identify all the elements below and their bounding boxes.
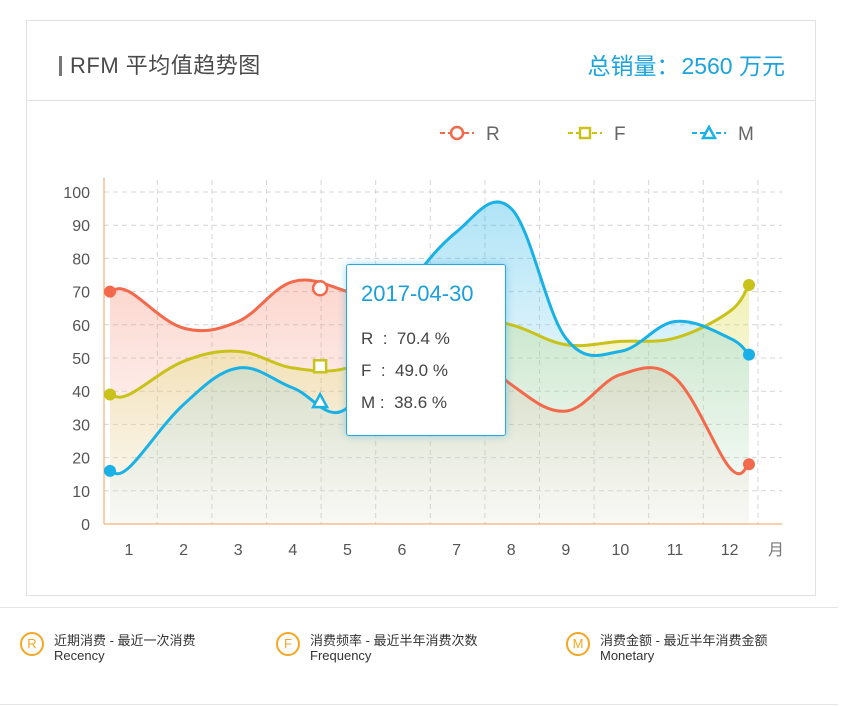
footer-divider-top: [0, 607, 838, 608]
y-tick-label-60: 60: [72, 318, 90, 335]
monetary-label: Monetary: [600, 648, 655, 663]
x-tick-label-1: 1: [125, 542, 134, 559]
y-tick-label-90: 90: [72, 218, 90, 235]
series-line-m: [109, 200, 751, 476]
tooltip-key-f: F: [361, 361, 372, 380]
legend-item-m: M: [692, 124, 754, 145]
point-end-f: [743, 278, 755, 291]
legend-label-r: R: [486, 124, 500, 145]
y-tick-label-100: 100: [63, 185, 90, 202]
card-header: RFM 平均值趋势图 总销量：2560 万元: [27, 21, 815, 101]
frequency-description: 消费频率 - 最近半年消费次数: [310, 633, 478, 648]
total-sales-value: 2560 万元: [681, 53, 785, 79]
x-tick-label-7: 7: [452, 542, 461, 559]
tooltip-value-r: 70.4 %: [396, 329, 450, 348]
tooltip-row-r: R : 70.4 %: [361, 329, 450, 348]
frequency-badge-icon: F: [276, 632, 300, 656]
point-start-m: [104, 464, 116, 477]
monetary-badge-icon: M: [566, 632, 590, 656]
x-tick-label-12: 12: [721, 542, 739, 559]
chart-tooltip: 2017-04-30 R : 70.4 % F : 49.0 % M : 38.…: [346, 264, 506, 436]
total-sales: 总销量：2560 万元: [585, 47, 785, 81]
legend-square-icon: [578, 126, 592, 140]
x-tick-label-5: 5: [343, 542, 352, 559]
tooltip-date: 2017-04-30: [361, 281, 474, 306]
legend-item-r: R: [440, 124, 500, 145]
title-bar: [59, 56, 62, 76]
x-tick-label-10: 10: [612, 542, 630, 559]
y-tick-label-30: 30: [72, 417, 90, 434]
legend-item-f: F: [568, 124, 626, 145]
legend-circle-icon: [449, 125, 465, 141]
tooltip-row-f: F : 49.0 %: [361, 361, 448, 380]
highlight-marker-f: [312, 359, 328, 374]
monetary-description: 消费金额 - 最近半年消费金额: [600, 633, 768, 648]
y-tick-label-20: 20: [72, 451, 90, 468]
chart-title: RFM 平均值趋势图: [59, 48, 261, 80]
recency-description: 近期消费 - 最近一次消费: [54, 633, 196, 648]
legend-triangle-icon: [700, 124, 718, 140]
chart-markers: [104, 278, 755, 477]
highlight-marker-r: [311, 280, 329, 297]
tooltip-key-r: R: [361, 329, 374, 348]
x-tick-label-2: 2: [179, 542, 188, 559]
tooltip-value-f: 49.0 %: [395, 361, 448, 380]
tooltip-value-m: 38.6 %: [394, 393, 448, 412]
y-tick-label-40: 40: [72, 384, 90, 401]
legend-label-f: F: [614, 124, 626, 145]
point-end-r: [743, 458, 755, 471]
chart-title-text: RFM 平均值趋势图: [70, 53, 261, 78]
highlight-marker-m: [311, 391, 330, 409]
point-end-m: [743, 348, 755, 361]
x-tick-label-9: 9: [561, 542, 570, 559]
x-tick-label-11: 11: [667, 542, 684, 559]
x-tick-label-3: 3: [234, 542, 243, 559]
y-tick-label-10: 10: [72, 484, 90, 501]
footer-divider-bottom: [0, 704, 838, 705]
y-tick-label-50: 50: [72, 351, 90, 368]
tooltip-key-m: M: [361, 393, 376, 412]
tooltip-row-m: M : 38.6 %: [361, 393, 448, 412]
x-tick-label-8: 8: [507, 542, 516, 559]
x-axis-unit: 月: [768, 540, 784, 559]
point-start-f: [104, 388, 116, 401]
y-tick-label-80: 80: [72, 251, 90, 268]
total-sales-label: 总销量：: [587, 53, 680, 79]
recency-label: Recency: [54, 648, 105, 663]
x-tick-label-4: 4: [288, 542, 297, 559]
recency-badge-icon: R: [20, 632, 44, 656]
frequency-label: Frequency: [310, 648, 372, 663]
legend-label-m: M: [738, 124, 754, 145]
y-tick-label-70: 70: [72, 285, 90, 302]
point-start-r: [104, 285, 116, 298]
x-tick-label-6: 6: [398, 542, 407, 559]
y-tick-label-0: 0: [81, 517, 90, 534]
